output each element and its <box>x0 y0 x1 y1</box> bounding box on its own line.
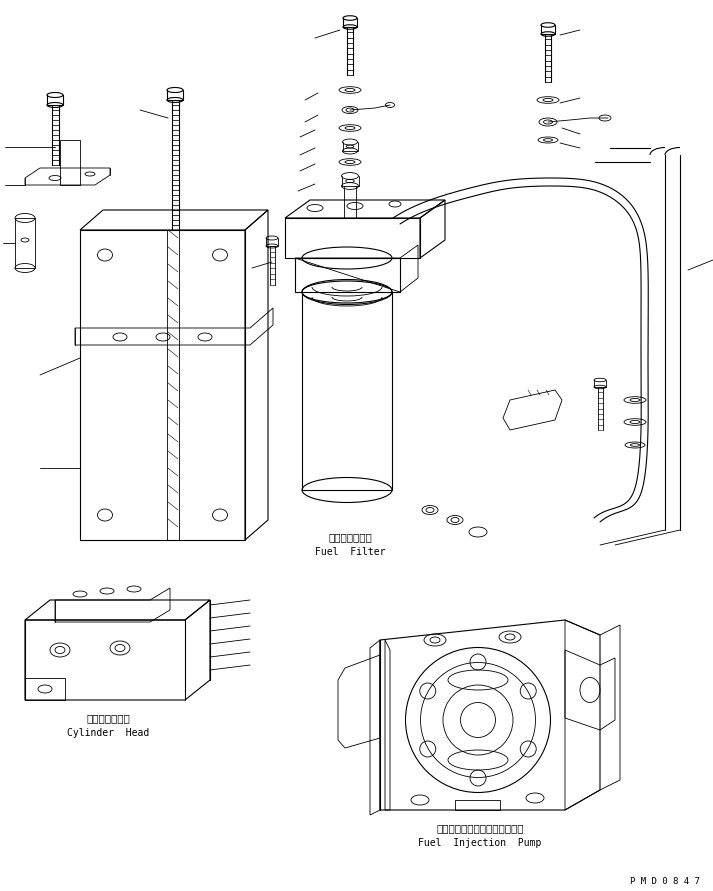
Text: シリンダヘッド: シリンダヘッド <box>86 713 130 723</box>
Text: Fuel  Filter: Fuel Filter <box>314 547 385 557</box>
Text: フェルインジェクションポンプ: フェルインジェクションポンプ <box>436 823 524 833</box>
Text: フェルフィルタ: フェルフィルタ <box>328 532 372 542</box>
Text: Cylinder  Head: Cylinder Head <box>67 728 149 738</box>
Text: Fuel  Injection  Pump: Fuel Injection Pump <box>419 838 542 848</box>
Text: P M D 0 8 4 7: P M D 0 8 4 7 <box>630 878 700 887</box>
